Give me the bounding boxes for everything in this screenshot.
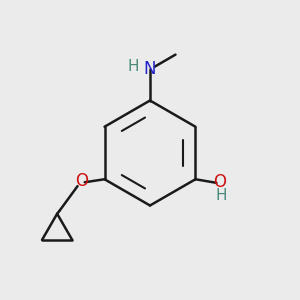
Text: H: H	[215, 188, 227, 203]
Text: O: O	[75, 172, 88, 190]
Text: O: O	[214, 173, 226, 191]
Text: N: N	[144, 60, 156, 78]
Text: H: H	[128, 59, 139, 74]
